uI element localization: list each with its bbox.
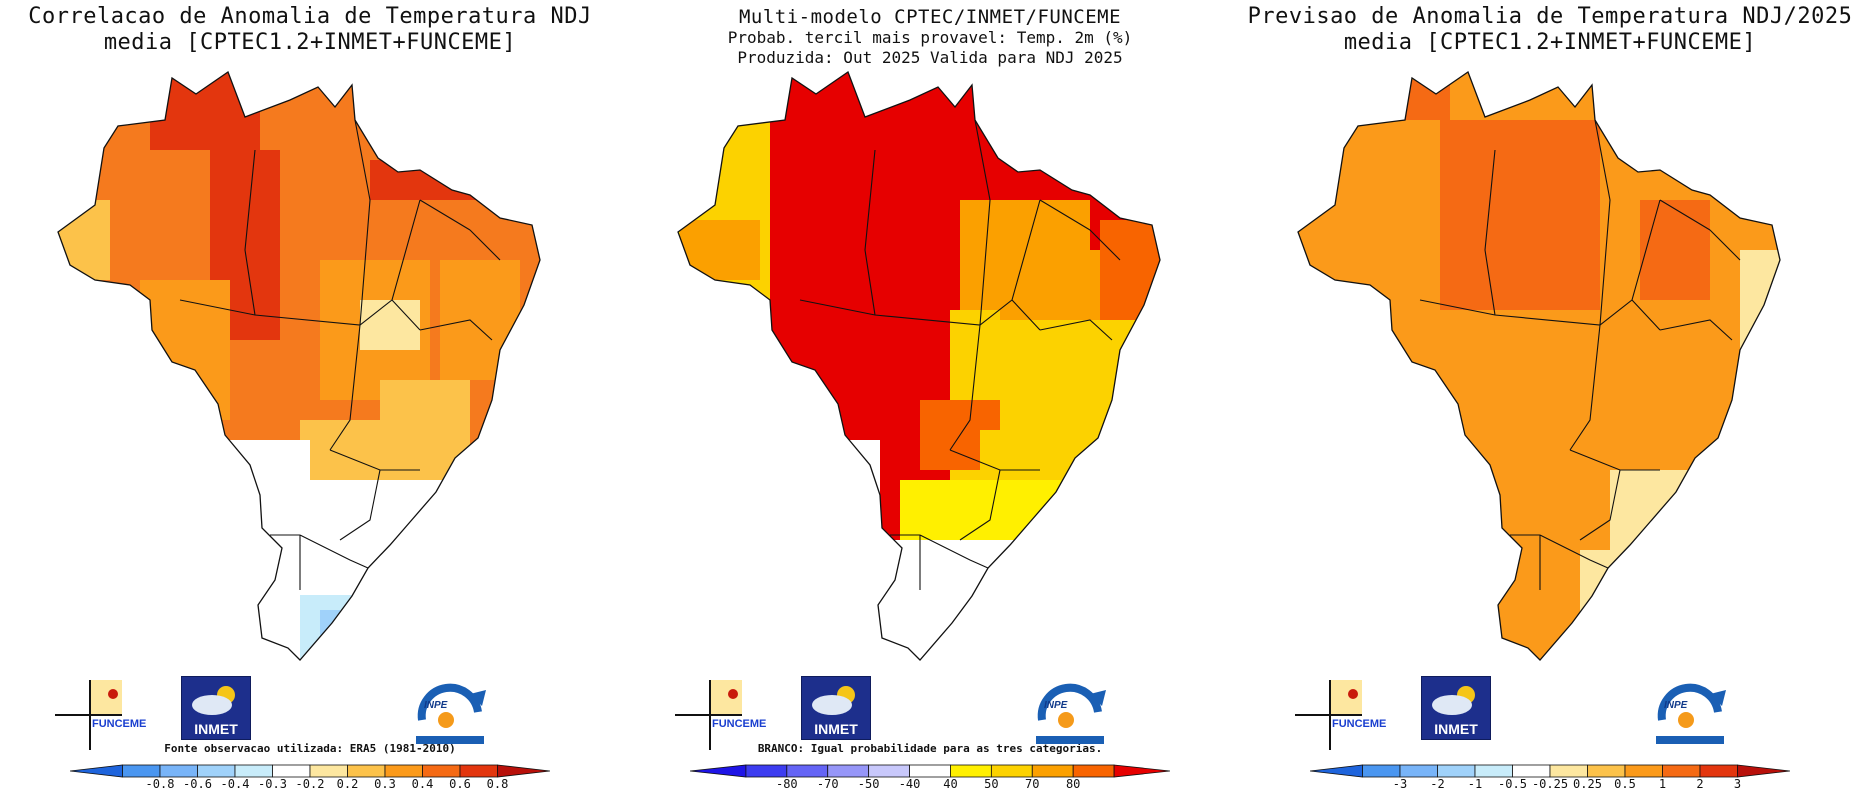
colorbar-tick-label: -0.2 — [295, 777, 325, 791]
colorbar-swatch — [1587, 764, 1626, 778]
colorbar-swatch — [1399, 764, 1438, 778]
colorbar-swatch — [309, 764, 348, 778]
colorbar-tick-label: 80 — [1065, 777, 1081, 791]
colorbar-swatch — [272, 764, 311, 778]
colorbar-tick-label: -0.5 — [1498, 777, 1527, 791]
colorbar-swatch — [1437, 764, 1476, 778]
colorbar-swatch — [1362, 764, 1401, 778]
colorbar-swatch — [347, 764, 386, 778]
funceme-logo — [55, 680, 125, 754]
colorbar-swatch — [1512, 764, 1551, 778]
funceme-logo — [1295, 680, 1365, 754]
colorbar-tick-label: -1 — [1467, 777, 1483, 791]
correlation-map — [57, 70, 541, 661]
footnote: BRANCO: Igual probabilidade para as tres… — [757, 742, 1103, 755]
colorbar-swatch — [909, 764, 951, 778]
colorbar-tick-label: 0.8 — [486, 777, 509, 791]
colorbar-swatch — [497, 764, 550, 778]
colorbar-swatch — [690, 764, 747, 778]
funceme-logo — [675, 680, 745, 754]
inmet-logo: INMET — [801, 676, 871, 740]
colorbar-tick-label: 3 — [1733, 777, 1742, 791]
colorbar-tick-label: -3 — [1392, 777, 1408, 791]
colorbar-tick-label: 0.2 — [336, 777, 359, 791]
panel-probability: Multi-modelo CPTEC/INMET/FUNCEME Probab.… — [620, 0, 1240, 802]
colorbar-tick-label: 50 — [984, 777, 999, 791]
colorbar-swatch — [1031, 764, 1074, 778]
probability-map — [677, 70, 1161, 661]
colorbar-swatch — [745, 764, 788, 778]
colorbar-swatch — [950, 764, 992, 778]
panel-title-line-2: media [CPTEC1.2+INMET+FUNCEME] — [1343, 30, 1757, 55]
inmet-label: INMET — [1434, 721, 1478, 737]
colorbar-swatch — [786, 764, 829, 778]
inpe-logo — [1030, 680, 1110, 750]
colorbar-swatch — [1113, 764, 1170, 778]
footnote: Fonte observacao utilizada: ERA5 (1981-2… — [164, 742, 456, 755]
inmet-label: INMET — [814, 721, 858, 737]
colorbar-probability — [690, 764, 1170, 778]
colorbar-swatch — [827, 764, 870, 778]
inpe-logo — [1650, 680, 1730, 750]
panel-title-line-1: Previsao de Anomalia de Temperatura NDJ/… — [1247, 4, 1853, 29]
colorbar-swatch — [1699, 764, 1738, 778]
colorbar-tick-label: -40 — [898, 777, 921, 791]
funceme-label: FUNCEME — [1332, 718, 1387, 730]
colorbar-swatch — [422, 764, 461, 778]
colorbar-swatch — [1624, 764, 1663, 778]
colorbar-swatch — [384, 764, 423, 778]
colorbar-swatch — [868, 764, 910, 778]
colorbar-tick-label: -0.25 — [1531, 777, 1569, 791]
inpe-label: INPE — [1664, 700, 1688, 711]
inpe-logo — [410, 680, 490, 750]
inmet-label: INMET — [194, 721, 238, 737]
forecast-map — [1297, 70, 1781, 661]
colorbar-tick-label: -70 — [816, 777, 839, 791]
colorbar-swatch — [459, 764, 498, 778]
colorbar-tick-label: -0.3 — [258, 777, 287, 791]
colorbar-swatch — [1737, 764, 1790, 778]
colorbar-tick-label: 70 — [1025, 777, 1040, 791]
colorbar-tick-label: 0.25 — [1573, 777, 1602, 791]
colorbar-correlation — [70, 764, 550, 778]
colorbar-swatch — [197, 764, 236, 778]
colorbar-tick-label: -50 — [857, 777, 880, 791]
colorbar-tick-label: 0.3 — [374, 777, 396, 791]
colorbar-tick-label: 0.5 — [1614, 777, 1636, 791]
colorbar-swatch — [990, 764, 1033, 778]
colorbar-swatch — [234, 764, 273, 778]
colorbar-swatch — [122, 764, 161, 778]
inpe-label: INPE — [424, 700, 448, 711]
panel-correlation: Correlacao de Anomalia de Temperatura ND… — [0, 0, 620, 802]
colorbar-tick-label: 2 — [1696, 777, 1704, 791]
panel-forecast: Previsao de Anomalia de Temperatura NDJ/… — [1240, 0, 1860, 802]
colorbar-tick-label: 0.6 — [449, 777, 471, 791]
colorbar-tick-label: -80 — [775, 777, 798, 791]
colorbar-tick-label: -0.8 — [145, 777, 175, 791]
inpe-label: INPE — [1044, 700, 1068, 711]
colorbar-tick-label: 40 — [943, 777, 958, 791]
funceme-label: FUNCEME — [92, 718, 147, 730]
funceme-label: FUNCEME — [712, 718, 767, 730]
colorbar-tick-label: -2 — [1430, 777, 1445, 791]
panel-title-line-3: Produzida: Out 2025 Valida para NDJ 2025 — [737, 48, 1123, 67]
inmet-logo: INMET — [1421, 676, 1491, 740]
colorbar-swatch — [1549, 764, 1588, 778]
panel-title-line-1: Correlacao de Anomalia de Temperatura ND… — [28, 4, 592, 29]
panel-title-line-2: Probab. tercil mais provavel: Temp. 2m (… — [727, 28, 1133, 47]
colorbar-tick-label: 1 — [1658, 777, 1667, 791]
colorbar-swatch — [1310, 764, 1363, 778]
colorbar-swatch — [70, 764, 123, 778]
colorbar-swatch — [1072, 764, 1115, 778]
colorbar-tick-label: -0.4 — [220, 777, 250, 791]
colorbar-tick-label: -0.6 — [183, 777, 212, 791]
inmet-logo: INMET — [181, 676, 251, 740]
panel-title-line-1: Multi-modelo CPTEC/INMET/FUNCEME — [738, 6, 1122, 28]
colorbar-swatch — [1662, 764, 1701, 778]
colorbar-tick-label: 0.4 — [411, 777, 434, 791]
colorbar-swatch — [159, 764, 198, 778]
colorbar-swatch — [1474, 764, 1513, 778]
panel-title-line-2: media [CPTEC1.2+INMET+FUNCEME] — [103, 30, 517, 55]
colorbar-forecast — [1310, 764, 1790, 778]
